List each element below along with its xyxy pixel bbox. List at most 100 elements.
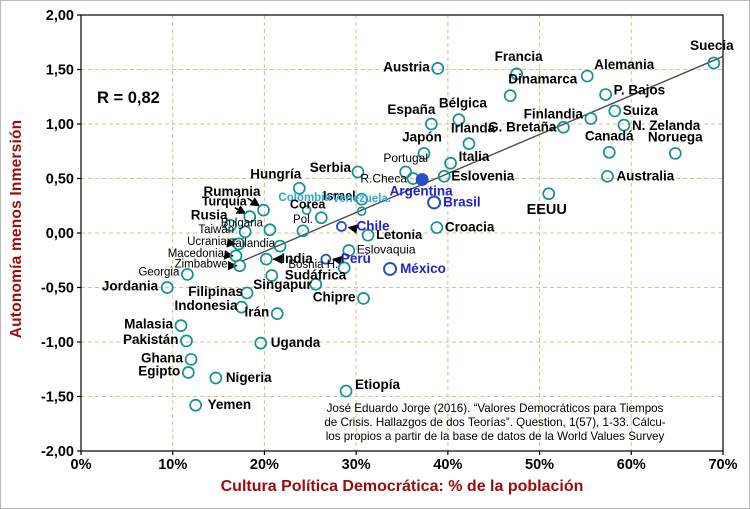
point-chipre xyxy=(357,292,370,305)
point-eeuu xyxy=(542,187,556,201)
point-indonesia xyxy=(235,300,248,314)
y-tick-label: 1,00 xyxy=(46,117,74,133)
source-note-line: de Crisis. Hallazgos de dos Teorías”. Qu… xyxy=(324,415,666,429)
label-canad: Canadá xyxy=(585,128,634,143)
point-brasil xyxy=(427,195,442,210)
point-p-bajos xyxy=(599,88,612,101)
y-tick-label: 0,00 xyxy=(46,226,74,242)
point-ir-n xyxy=(270,307,284,321)
label-chile: Chile xyxy=(356,218,389,233)
point-suiza xyxy=(608,104,622,118)
point-israel xyxy=(355,192,368,206)
x-tick-label: 30% xyxy=(342,457,371,473)
label-etiop-a: Etiopía xyxy=(355,377,400,392)
label-pol: Pol. xyxy=(293,214,313,226)
correlation-label: R = 0,82 xyxy=(97,89,160,107)
point-australia xyxy=(601,169,614,183)
label-eslovaquia: Eslovaquia xyxy=(357,242,416,256)
label-indonesia: Indonesia xyxy=(174,298,238,313)
label-macedonia: Macedonia xyxy=(168,248,225,260)
label-n-zelanda: N. Zelanda xyxy=(632,118,701,133)
label-yemen: Yemen xyxy=(208,397,252,412)
point-serbia xyxy=(351,165,365,179)
source-note: José Eduardo Jorge (2016). “Valores Demo… xyxy=(269,402,721,443)
label-taiw-n: Taiwán xyxy=(198,224,234,236)
label-finlandia: Finlandia xyxy=(524,107,584,122)
label-malasia: Malasia xyxy=(124,317,173,332)
point-m-xico xyxy=(383,261,398,276)
point-ucrania xyxy=(232,237,246,251)
label-georgia: Georgia xyxy=(138,266,180,278)
y-tick-label: -2,00 xyxy=(41,444,74,460)
point-dinamarca xyxy=(503,89,517,103)
label-nigeria: Nigeria xyxy=(226,370,272,385)
label-jap-n: Japón xyxy=(402,129,442,144)
point-corea xyxy=(314,211,328,225)
point-egipto xyxy=(181,366,195,379)
label-dinamarca: Dinamarca xyxy=(508,72,578,87)
point-bulgaria xyxy=(263,223,277,237)
label-pakist-n: Pakistán xyxy=(123,332,179,347)
label-portugal: Portugal xyxy=(383,151,428,165)
label-francia: Francia xyxy=(495,49,544,64)
point-b-lgica xyxy=(452,113,466,126)
x-tick-label: 10% xyxy=(158,457,187,473)
label-bosnia-h: Bosnia H. xyxy=(288,259,338,271)
point-ghana xyxy=(184,353,198,366)
point-finlandia xyxy=(584,112,598,125)
label-turqu-a: Turquía xyxy=(202,195,248,209)
label-india: India xyxy=(281,251,313,266)
label-serbia: Serbia xyxy=(310,160,352,175)
label-venezuela: Venezuela. xyxy=(332,193,391,205)
y-tick-label: -1,50 xyxy=(41,390,74,406)
trend-line xyxy=(241,55,724,262)
point-croacia xyxy=(430,221,444,234)
point-rusia xyxy=(224,219,237,232)
label-per: Perú xyxy=(341,251,371,266)
y-tick-label: -0,50 xyxy=(41,281,74,297)
label-australia: Australia xyxy=(616,168,674,183)
label-uganda: Uganda xyxy=(271,335,321,350)
x-tick-label: 20% xyxy=(250,457,279,473)
point-malasia xyxy=(174,319,188,332)
x-tick-label: 40% xyxy=(433,457,462,473)
label-espa-a: España xyxy=(387,102,436,117)
label-sud-frica: Sudáfrica xyxy=(285,268,347,283)
point-sud-frica xyxy=(265,269,279,282)
label-irlanda: Irlanda xyxy=(451,121,496,136)
point-zimbabwe xyxy=(233,259,247,273)
y-tick-label: 0,50 xyxy=(46,172,74,188)
point-india xyxy=(259,252,273,266)
point-tailandia xyxy=(273,239,287,253)
label-rusia: Rusia xyxy=(191,207,228,222)
label-g-breta-a: G. Bretaña xyxy=(488,119,557,134)
point-jap-n xyxy=(417,147,431,160)
x-tick-label: 60% xyxy=(617,457,646,473)
point-eslovenia xyxy=(437,169,451,183)
label-suiza: Suiza xyxy=(623,103,659,118)
label-austria: Austria xyxy=(383,59,430,74)
label-r-checa: R.Checa xyxy=(360,172,407,186)
point-georgia xyxy=(181,268,194,281)
label-filipinas: Filipinas xyxy=(188,284,243,299)
point-venezuela xyxy=(356,206,367,216)
point-letonia xyxy=(361,228,375,242)
label-chipre: Chipre xyxy=(313,289,356,304)
label-tailandia: Tailandia xyxy=(230,238,276,250)
arrow-chile-icon xyxy=(347,224,358,234)
point-portugal xyxy=(399,165,413,179)
label-b-lgica: Bélgica xyxy=(439,96,488,111)
point-alemania xyxy=(580,69,594,83)
label-egipto: Egipto xyxy=(138,364,180,379)
label-israel: Israel xyxy=(323,189,356,203)
y-axis-title: Autonomía menos Inmersión xyxy=(8,119,25,339)
y-tick-label: 1,50 xyxy=(46,63,74,79)
point-irlanda xyxy=(462,137,476,150)
label-rumania: Rumania xyxy=(203,184,261,199)
arrow-per-icon xyxy=(332,255,343,266)
label-colombia: Colombia xyxy=(278,192,331,204)
point-singapur xyxy=(309,277,323,291)
point-uganda xyxy=(254,336,268,350)
